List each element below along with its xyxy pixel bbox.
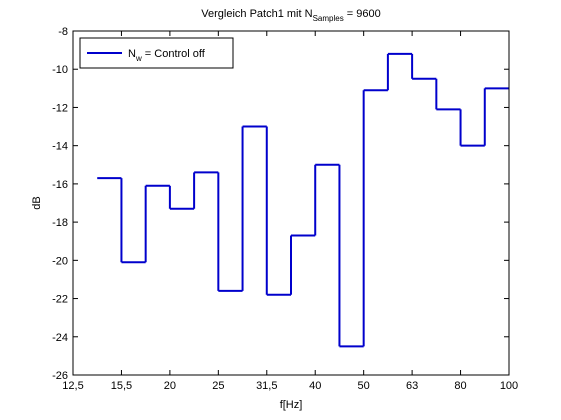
y-tick-label: -12 bbox=[52, 102, 68, 114]
chart-title: Vergleich Patch1 mit NSamples = 9600 bbox=[201, 8, 380, 23]
plot-area bbox=[73, 31, 509, 375]
y-tick-label: -16 bbox=[52, 179, 68, 191]
x-tick-label: 25 bbox=[212, 380, 224, 392]
x-tick-label: 12,5 bbox=[62, 380, 83, 392]
x-tick-label: 63 bbox=[406, 380, 418, 392]
y-tick-label: -18 bbox=[52, 217, 68, 229]
x-tick-label: 20 bbox=[164, 380, 176, 392]
x-tick-label: 31,5 bbox=[256, 380, 277, 392]
title-main: Vergleich Patch1 mit N bbox=[201, 8, 312, 20]
legend-suffix: = Control off bbox=[142, 48, 206, 60]
legend-label: Nw = Control off bbox=[128, 48, 206, 63]
y-tick-label: -22 bbox=[52, 294, 68, 306]
title-suffix: = 9600 bbox=[344, 8, 381, 20]
x-tick-label: 80 bbox=[454, 380, 466, 392]
x-tick-label: 50 bbox=[358, 380, 370, 392]
y-axis-label: dB bbox=[31, 196, 43, 209]
legend-name: N bbox=[128, 48, 136, 60]
y-tick-label: -14 bbox=[52, 141, 68, 153]
y-tick-label: -24 bbox=[52, 332, 68, 344]
y-tick-label: -26 bbox=[52, 370, 68, 382]
x-tick-label: 40 bbox=[309, 380, 321, 392]
title-subscript: Samples bbox=[313, 14, 344, 23]
y-tick-label: -20 bbox=[52, 255, 68, 267]
x-axis-label: f[Hz] bbox=[280, 399, 303, 411]
legend: Nw = Control off bbox=[79, 37, 234, 69]
legend-subscript: w bbox=[135, 54, 142, 63]
x-tick-label: 100 bbox=[500, 380, 518, 392]
x-tick-label: 15,5 bbox=[111, 380, 132, 392]
axes-box bbox=[72, 30, 510, 376]
y-tick-label: -8 bbox=[58, 26, 68, 38]
y-tick-label: -10 bbox=[52, 64, 68, 76]
